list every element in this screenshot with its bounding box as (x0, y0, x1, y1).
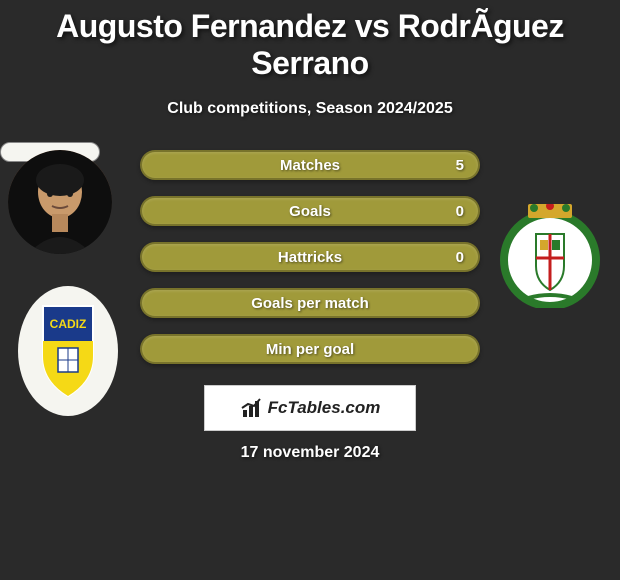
club-crest-right (498, 204, 602, 308)
stat-label: Min per goal (266, 341, 354, 358)
stat-bar-goals: Goals 0 (140, 196, 480, 226)
player-left-avatar (8, 150, 112, 254)
chart-icon (240, 396, 264, 420)
stat-bar-hattricks: Hattricks 0 (140, 242, 480, 272)
svg-text:CADIZ: CADIZ (50, 317, 87, 331)
stat-label: Goals (289, 203, 331, 220)
stat-label: Matches (280, 157, 340, 174)
stat-label: Hattricks (278, 249, 342, 266)
stat-value: 0 (456, 249, 464, 266)
subtitle: Club competitions, Season 2024/2025 (0, 100, 620, 118)
date-line: 17 november 2024 (0, 444, 620, 462)
avatar-left-svg (8, 150, 112, 254)
club-crest-left: CADIZ (18, 286, 118, 416)
stat-bar-min-per-goal: Min per goal (140, 334, 480, 364)
stat-bar-goals-per-match: Goals per match (140, 288, 480, 318)
crest-right-svg (498, 204, 602, 308)
stat-value: 0 (456, 203, 464, 220)
comparison-area: CADIZ Matches 5 Goals 0 (0, 142, 620, 422)
crest-left-svg: CADIZ (18, 286, 118, 416)
stat-value: 5 (456, 157, 464, 174)
page-title: Augusto Fernandez vs RodrÃ­guez Serrano (0, 0, 620, 82)
stat-label: Goals per match (251, 295, 369, 312)
stat-bars: Matches 5 Goals 0 Hattricks 0 Goals per … (140, 150, 480, 380)
source-logo: FcTables.com (204, 385, 416, 431)
stat-bar-matches: Matches 5 (140, 150, 480, 180)
logo-text: FcTables.com (268, 398, 381, 418)
